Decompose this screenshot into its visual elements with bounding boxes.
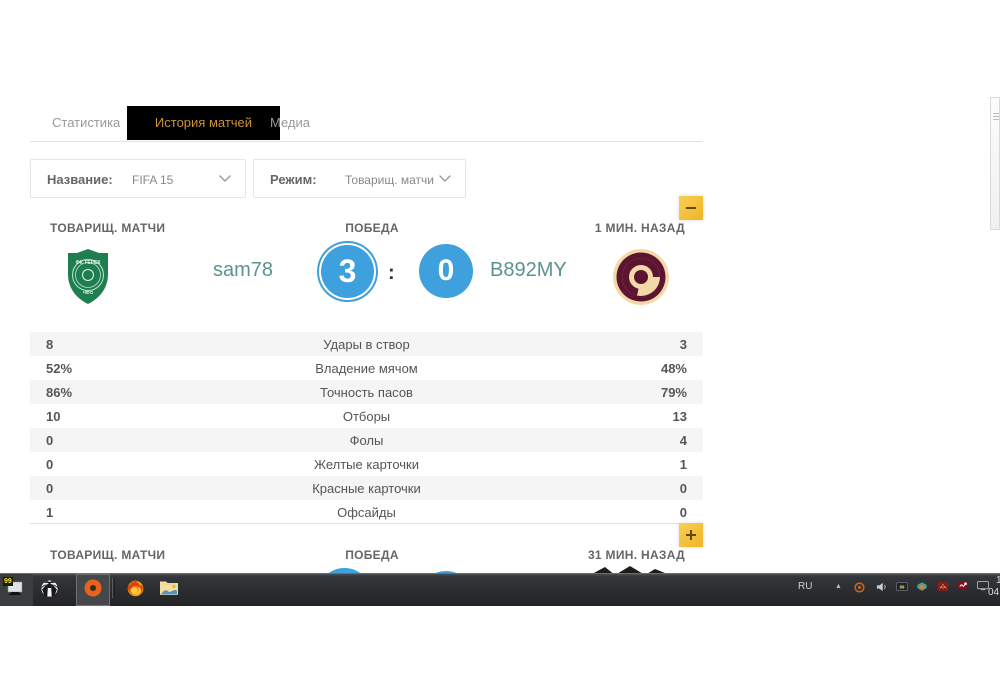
svg-text:ФК ТЕРЕК: ФК ТЕРЕК	[76, 260, 102, 266]
svg-text:1915: 1915	[636, 296, 646, 301]
svg-text:A.S. LIVORNO: A.S. LIVORNO	[626, 256, 656, 261]
svg-text:ЧФО: ЧФО	[83, 290, 94, 295]
svg-text:99: 99	[900, 584, 905, 589]
